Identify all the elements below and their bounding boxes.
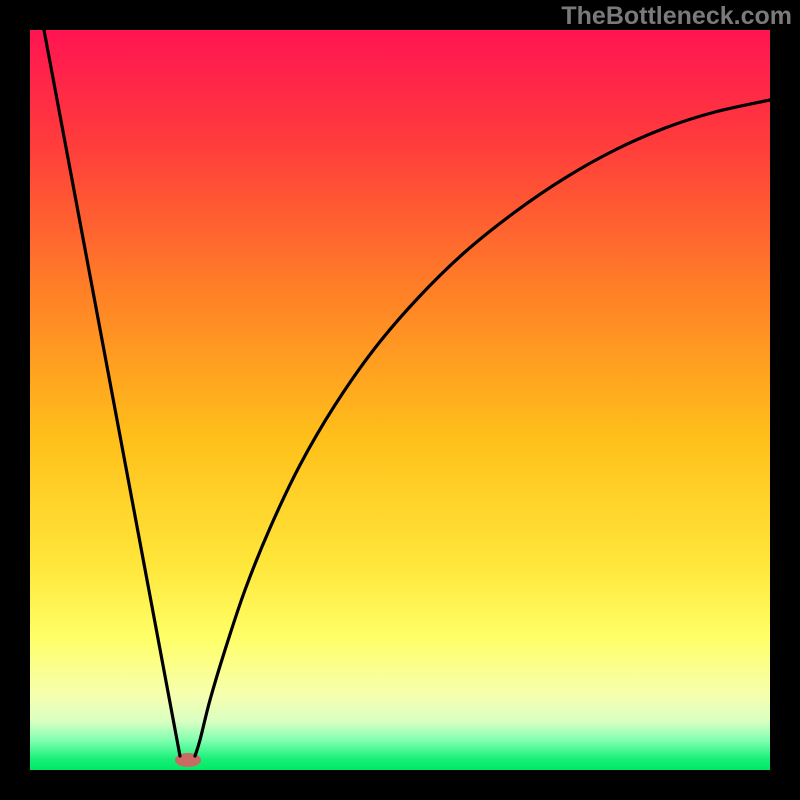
chart-svg (0, 0, 800, 800)
watermark-text: TheBottleneck.com (561, 2, 792, 31)
gradient-background (30, 30, 770, 770)
